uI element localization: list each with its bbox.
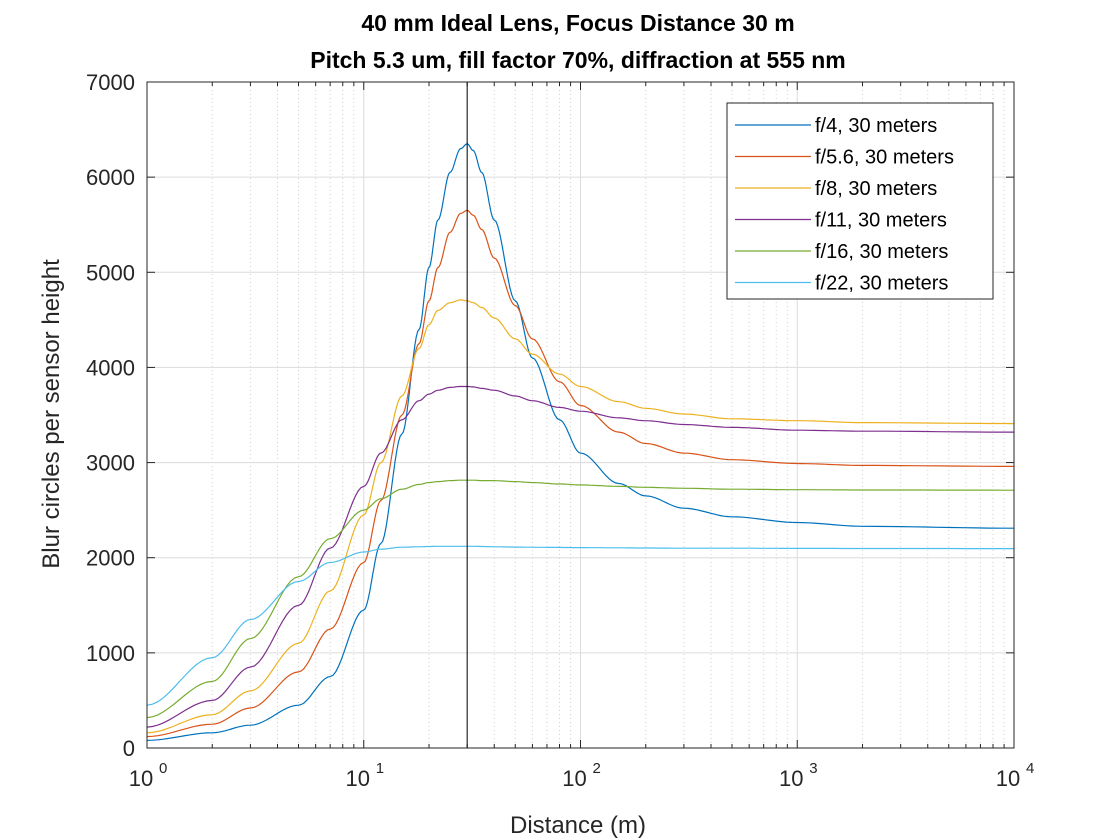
series-line — [146, 143, 1014, 741]
x-tick-exponent: 0 — [159, 760, 167, 777]
x-tick-exponent: 2 — [593, 760, 601, 777]
legend-entry-label: f/5.6, 30 meters — [815, 147, 954, 169]
chart-title-line-1: 40 mm Ideal Lens, Focus Distance 30 m — [361, 10, 794, 36]
y-tick-label: 7000 — [86, 70, 135, 95]
chart-title-line-2: Pitch 5.3 um, fill factor 70%, diffracti… — [310, 47, 846, 73]
legend-box — [726, 102, 994, 300]
plot-area-frame — [146, 81, 1015, 749]
x-tick-exponent: 4 — [1026, 760, 1034, 777]
x-tick-label: 10 — [129, 766, 153, 791]
y-tick-label: 4000 — [86, 355, 135, 380]
x-tick-label: 10 — [779, 766, 803, 791]
axis-ticks — [146, 81, 1015, 749]
series-line — [146, 385, 1014, 728]
y-axis-label: Blur circles per sensor height — [38, 259, 65, 569]
legend-entry-label: f/8, 30 meters — [815, 178, 937, 200]
series-line — [146, 209, 1014, 738]
x-tick-label: 10 — [346, 766, 370, 791]
series-line — [146, 299, 1015, 734]
series-line — [146, 479, 1014, 719]
legend-entry-label: f/4, 30 meters — [815, 115, 937, 137]
legend-entry-label: f/11, 30 meters — [815, 210, 947, 232]
y-tick-label: 3000 — [86, 451, 135, 476]
x-tick-exponent: 1 — [376, 760, 384, 777]
legend: f/4, 30 meters f/5.6, 30 meters f/8, 30 me… — [726, 102, 994, 300]
y-tick-label: 2000 — [86, 546, 135, 571]
series-line — [146, 545, 1014, 706]
y-tick-label: 1000 — [86, 641, 135, 666]
x-tick-label: 10 — [562, 766, 586, 791]
series-lines — [146, 143, 1015, 741]
x-tick-labels: 10 0 10 1 10 2 10 3 10 4 — [129, 760, 1035, 791]
y-tick-label: 5000 — [86, 260, 135, 285]
x-tick-exponent: 3 — [809, 760, 817, 777]
y-tick-label: 6000 — [86, 165, 135, 190]
x-axis-label: Distance (m) — [510, 812, 646, 839]
legend-entry-label: f/22, 30 meters — [815, 273, 948, 295]
y-tick-labels: 0 1000 2000 3000 4000 5000 6000 7000 — [86, 70, 135, 761]
y-tick-label: 0 — [123, 736, 135, 761]
legend-entry-label: f/16, 30 meters — [815, 241, 948, 263]
x-tick-label: 10 — [996, 766, 1020, 791]
